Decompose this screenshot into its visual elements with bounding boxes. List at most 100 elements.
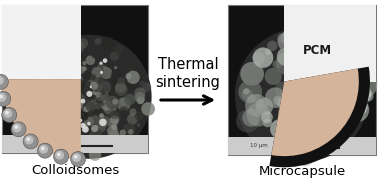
Circle shape bbox=[242, 89, 253, 100]
Circle shape bbox=[304, 80, 319, 95]
Circle shape bbox=[120, 98, 128, 106]
Circle shape bbox=[62, 101, 69, 108]
Circle shape bbox=[338, 71, 361, 94]
Circle shape bbox=[128, 129, 133, 135]
Circle shape bbox=[71, 46, 77, 53]
Circle shape bbox=[355, 71, 366, 82]
Circle shape bbox=[77, 38, 88, 48]
Circle shape bbox=[296, 85, 314, 104]
Circle shape bbox=[90, 86, 92, 88]
Circle shape bbox=[5, 111, 9, 115]
Circle shape bbox=[49, 46, 62, 59]
Circle shape bbox=[335, 94, 344, 103]
Circle shape bbox=[23, 134, 38, 149]
Circle shape bbox=[322, 56, 330, 63]
Circle shape bbox=[299, 87, 318, 105]
Circle shape bbox=[323, 64, 337, 79]
Wedge shape bbox=[271, 69, 359, 156]
Circle shape bbox=[293, 100, 308, 115]
Circle shape bbox=[294, 64, 314, 84]
Circle shape bbox=[288, 84, 300, 96]
Circle shape bbox=[30, 108, 37, 115]
Circle shape bbox=[265, 68, 282, 85]
Circle shape bbox=[99, 61, 103, 65]
Circle shape bbox=[55, 107, 62, 115]
Circle shape bbox=[283, 149, 291, 157]
Circle shape bbox=[304, 109, 327, 133]
Circle shape bbox=[0, 74, 8, 89]
Circle shape bbox=[293, 116, 301, 124]
Circle shape bbox=[281, 91, 288, 97]
Text: sintering: sintering bbox=[156, 75, 220, 90]
Circle shape bbox=[114, 66, 117, 69]
Circle shape bbox=[129, 108, 136, 115]
Circle shape bbox=[273, 60, 282, 69]
Circle shape bbox=[316, 90, 328, 102]
Circle shape bbox=[263, 118, 272, 127]
Circle shape bbox=[240, 62, 264, 86]
Circle shape bbox=[331, 87, 339, 95]
Circle shape bbox=[107, 125, 118, 136]
Circle shape bbox=[313, 44, 335, 66]
Circle shape bbox=[300, 99, 308, 108]
Circle shape bbox=[67, 50, 70, 54]
Circle shape bbox=[331, 80, 357, 105]
Circle shape bbox=[277, 32, 297, 51]
Circle shape bbox=[0, 93, 6, 102]
Circle shape bbox=[110, 52, 119, 61]
Circle shape bbox=[278, 93, 299, 113]
Circle shape bbox=[296, 41, 317, 63]
Circle shape bbox=[342, 99, 358, 115]
Circle shape bbox=[39, 145, 48, 154]
Circle shape bbox=[92, 74, 104, 86]
Circle shape bbox=[3, 109, 12, 118]
Circle shape bbox=[82, 126, 89, 133]
Circle shape bbox=[243, 88, 249, 94]
Circle shape bbox=[73, 95, 79, 101]
Bar bbox=[2, 5, 81, 79]
Circle shape bbox=[354, 74, 377, 97]
Circle shape bbox=[71, 152, 85, 167]
Circle shape bbox=[308, 83, 330, 104]
Circle shape bbox=[79, 119, 82, 122]
Circle shape bbox=[103, 66, 107, 70]
Circle shape bbox=[124, 94, 135, 105]
Circle shape bbox=[115, 45, 124, 54]
Circle shape bbox=[12, 45, 57, 89]
Wedge shape bbox=[1, 79, 81, 159]
Circle shape bbox=[291, 71, 308, 88]
Circle shape bbox=[41, 62, 45, 65]
Circle shape bbox=[54, 149, 68, 164]
Circle shape bbox=[76, 129, 81, 134]
Circle shape bbox=[39, 102, 43, 107]
Circle shape bbox=[304, 134, 314, 143]
Circle shape bbox=[320, 88, 336, 104]
Circle shape bbox=[321, 77, 341, 97]
Circle shape bbox=[277, 47, 295, 66]
Circle shape bbox=[295, 84, 304, 94]
Circle shape bbox=[104, 105, 112, 114]
Circle shape bbox=[70, 128, 84, 142]
Circle shape bbox=[0, 76, 4, 85]
Circle shape bbox=[139, 80, 145, 86]
Circle shape bbox=[76, 100, 79, 103]
Circle shape bbox=[70, 142, 77, 149]
Circle shape bbox=[83, 81, 96, 94]
Circle shape bbox=[288, 71, 312, 95]
Circle shape bbox=[289, 134, 300, 144]
Circle shape bbox=[302, 68, 322, 88]
Circle shape bbox=[239, 80, 262, 104]
Circle shape bbox=[84, 111, 93, 120]
Circle shape bbox=[64, 89, 75, 100]
Circle shape bbox=[86, 91, 93, 97]
Circle shape bbox=[91, 115, 100, 125]
Circle shape bbox=[306, 92, 318, 104]
Circle shape bbox=[0, 91, 11, 106]
Circle shape bbox=[67, 111, 80, 124]
Circle shape bbox=[75, 102, 82, 110]
Circle shape bbox=[350, 83, 371, 104]
Circle shape bbox=[302, 114, 311, 122]
Circle shape bbox=[69, 119, 72, 123]
Circle shape bbox=[321, 123, 345, 146]
Circle shape bbox=[55, 151, 64, 160]
